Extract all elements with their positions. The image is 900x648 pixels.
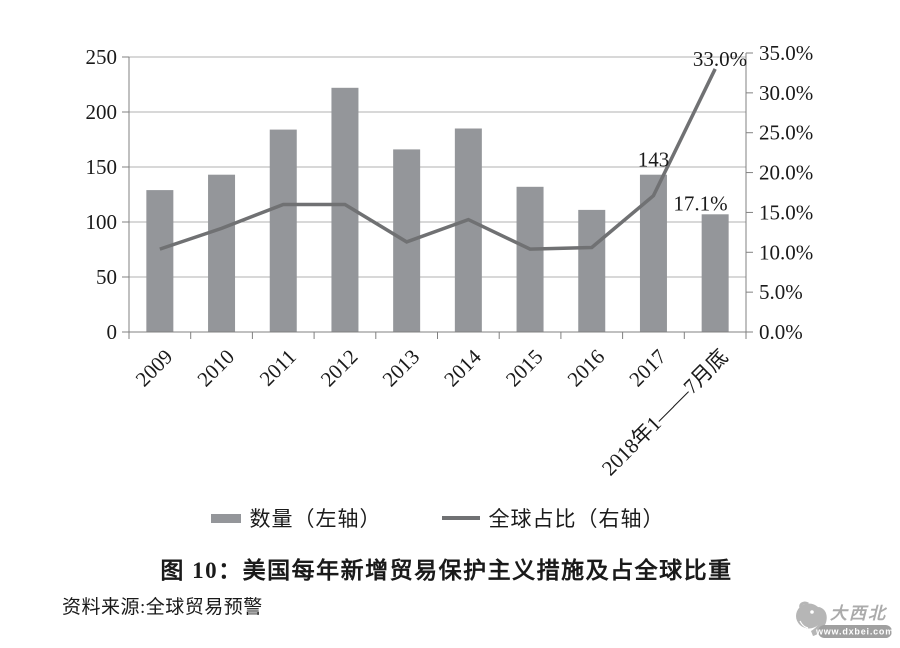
bar-2018年1——7月底 [701,214,729,332]
elephant-logo-icon [796,601,827,636]
left-axis-tick-label: 50 [96,265,117,289]
left-axis-tick-label: 100 [86,210,118,234]
legend-item-share: 全球占比（右轴） [441,503,665,533]
right-axis-tick-label: 20.0% [759,161,813,185]
source-note: 资料来源:全球贸易预警 [62,597,263,618]
right-axis-tick-label: 30.0% [759,81,813,105]
left-axis-tick-label: 250 [86,45,118,69]
watermark-site-name: 大西北 [830,604,888,623]
x-axis-label: 2016 [563,345,610,392]
bar-2014 [454,128,482,332]
data-label: 143 [638,148,670,172]
right-axis-tick-label: 25.0% [759,121,813,145]
bar-2011 [269,129,297,332]
line-series [159,68,717,251]
x-axis-label: 2012 [316,345,363,392]
chart-title: 图 10：美国每年新增贸易保护主义措施及占全球比重 [160,558,733,583]
bar-2009 [146,190,174,332]
watermark-url: www.dxbei.com [815,627,894,637]
combo-chart: 0 50 100 150 200 250 0.0% 5.0% 10.0% 15.0% 20.0% 25… [86,41,814,480]
right-axis-tick-label: 10.0% [759,240,813,264]
legend-item-count: 数量（左轴） [210,503,382,533]
dxbei-watermark: 大西北 www.dxbei.com [790,595,896,645]
bar-2015 [516,186,544,332]
x-axis-label: 2010 [192,345,239,392]
x-axis-label: 2015 [501,345,548,392]
right-axis-tick-label: 35.0% [759,41,813,65]
right-axis-tick-label: 5.0% [759,280,803,304]
right-axis-tick-label: 0.0% [759,320,803,344]
legend-label-share: 全球占比（右轴） [488,507,665,531]
bar-2016 [578,209,606,332]
left-axis-tick-label: 200 [86,100,118,124]
x-axis-label: 2011 [255,345,301,391]
left-axis-tick-label: 0 [107,320,118,344]
legend-label-count: 数量（左轴） [249,507,382,531]
watermark-banner [818,625,892,638]
x-axis-label: 2017 [624,345,671,392]
bar-2010 [208,174,236,332]
left-axis-tick-label: 150 [86,155,118,179]
x-axis-label: 2009 [131,345,178,392]
chart-legend: 数量（左轴） 全球占比（右轴） [129,503,746,533]
x-axis-label: 2013 [378,345,425,392]
data-label: 17.1% [673,192,727,216]
right-axis-tick-label: 15.0% [759,200,813,224]
line-series-swatch-icon [441,516,480,520]
bar-2017 [639,174,667,332]
data-label: 33.0% [693,47,747,71]
watermark-graphic: 大西北 www.dxbei.com [796,601,894,638]
bar-series-swatch-icon [210,513,241,523]
x-axis-label: 2014 [439,344,486,391]
